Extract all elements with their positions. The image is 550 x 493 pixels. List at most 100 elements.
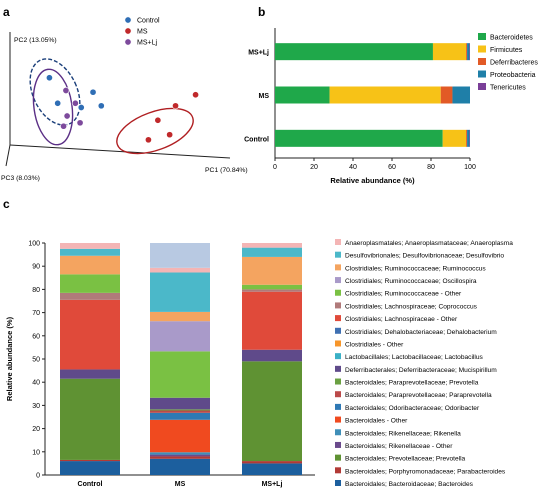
barh-category-label-ms-lj: MS+Lj: [248, 50, 269, 57]
pca-point-ms-lj: [76, 119, 84, 127]
barv-legend-label-anaeroplasmatales-anaeroplasmataceae-anaeroplasma: Anaeroplasmatales; Anaeroplasmataceae; A…: [345, 240, 513, 247]
pca-point-control: [45, 74, 53, 82]
barh-segment-control-deferribacteres: [466, 129, 468, 147]
barv-segment-control-clostridiales-lachnospiraceae-other: [60, 299, 120, 370]
barh-segment-control-proteobacteria: [467, 129, 470, 147]
barh-segment-ms-lj-bacteroidetes: [275, 43, 433, 61]
barv-legend-label-clostridiales-ruminococcaceae-oscillospira: Clostridiales; Ruminococcaceae; Oscillos…: [345, 278, 477, 285]
pca-legend-marker-ms-lj: [124, 38, 132, 46]
barv-legend-label-bacteroidales-paraprevotellaceae-prevotella: Bacteroidales; Paraprevotellaceae; Prevo…: [345, 380, 479, 387]
pca-point-ms: [192, 91, 200, 99]
barv-legend-label-bacteroidales-paraprevotellaceae-paraprevotella: Bacteroidales; Paraprevotellaceae; Parap…: [345, 392, 492, 399]
barv-y-tick-label: 40: [32, 380, 40, 387]
barv-legend-label-bacteroidales-bacteroidaceae-bacteroides: Bacteroidales; Bacteroidaceae; Bacteroid…: [345, 481, 474, 488]
barv-category-label-control: Control: [78, 481, 103, 488]
pc1-axis: [9, 144, 231, 159]
barh-segment-control-tenericutes: [469, 129, 470, 147]
barv-segment-control-clostridiales-ruminococcaceae-other: [60, 274, 120, 293]
pca-point-control: [97, 102, 105, 110]
barh-segment-ms-deferribacteres: [440, 86, 453, 104]
barh-legend-label-proteobacteria: Proteobacteria: [490, 72, 536, 79]
barv-segment-ms-clostridiales-ruminococcaceae-oscillospira: [150, 321, 210, 352]
barh-x-tick-label: 60: [388, 164, 396, 171]
pca-point-ms: [154, 116, 162, 124]
barv-segment-control-clostridiales-lachnospiraceae-coprococcus: [60, 292, 120, 300]
phylum-bar-chart: 0 20 40 60 80 100 Relative abundance (%) MS+Lj M…: [244, 28, 476, 185]
barv-legend-label-clostridiales-lachnospiraceae-other: Clostridiales; Lachnospiraceae - Other: [345, 316, 458, 323]
barv-legend-swatch-bacteroidales-paraprevotellaceae-prevotella: [335, 378, 341, 385]
barv-legend-swatch-bacteroidales-rikenellaceae-rikenella: [335, 429, 341, 436]
pca-legend-marker-control: [124, 16, 132, 24]
barh-x-tick-label: 0: [273, 164, 277, 171]
pca-legend-label-ms-lj: MS+Lj: [137, 40, 157, 47]
barv-segment-ms-bacteroidales-odoribacteraceae-odoribacter: [150, 412, 210, 420]
barv-legend-swatch-clostridiales-lachnospiraceae-other: [335, 315, 341, 322]
barv-legend-swatch-bacteroidales-porphyromonadaceae-parabacteroides: [335, 467, 341, 474]
barh-segment-ms-lj-tenericutes: [469, 43, 470, 61]
pc1-label: PC1 (70.84%): [205, 167, 248, 174]
barv-segment-control-bacteroidales-porphyromonadaceae-parabacteroides: [60, 459, 120, 462]
pca-plot: PC2 (13.05%) PC1 (70.84%) PC3 (8.03%) Co…: [1, 16, 248, 182]
barh-category-label-control: Control: [244, 136, 269, 143]
barh-segment-ms-bacteroidetes: [275, 86, 330, 104]
barv-legend-swatch-clostridiales-lachnospiraceae-coprococcus: [335, 302, 341, 309]
pc2-label: PC2 (13.05%): [14, 37, 57, 44]
barv-segment-ms-clostridiales-ruminococcaceae-other: [150, 351, 210, 398]
barv-y-tick-label: 70: [32, 310, 40, 317]
barv-legend-swatch-desulfovibrionales-desulfovibrionaceae-desulfovibrio: [335, 251, 341, 258]
barv-segment-ms-lj-bacteroidales-bacteroidaceae-bacteroides: [242, 463, 302, 475]
barv-segment-ms-lj-bacteroidales-prevotellaceae-prevotella: [242, 361, 302, 462]
barv-segment-ms-bacteroidales-paraprevotellaceae-paraprevotella: [150, 410, 210, 413]
pca-point-control: [89, 88, 97, 96]
barv-segment-ms-lj-desulfovibrionales-desulfovibrionaceae-desulfovibrio: [242, 247, 302, 257]
barv-y-tick-label: 90: [32, 264, 40, 271]
barv-y-tick-label: 50: [32, 357, 40, 364]
barh-legend-label-tenericutes: Tenericutes: [490, 85, 526, 92]
barv-segment-ms-bacteroidales-other: [150, 419, 210, 453]
barv-legend-swatch-bacteroidales-rikenellaceae-other: [335, 441, 341, 448]
barv-segment-ms-desulfovibrionales-desulfovibrionaceae-desulfovibrio: [150, 272, 210, 312]
barv-segment-ms-bacteroidales-porphyromonadaceae-parabacteroides: [150, 456, 210, 459]
barv-legend-swatch-bacteroidales-odoribacteraceae-odoribacter: [335, 403, 341, 410]
pca-point-control: [54, 99, 62, 107]
barv-legend-label-clostridiales-ruminococcaceae-other: Clostridiales; Ruminococcaceae - Other: [345, 291, 462, 298]
pca-legend: Control MS MS+Lj: [124, 16, 160, 47]
barv-legend-label-bacteroidales-rikenellaceae-rikenella: Bacteroidales; Rikenellaceae; Rikenella: [345, 430, 461, 437]
barv-segment-ms-lj-clostridiales-ruminococcaceae-ruminococcus: [242, 256, 302, 285]
barv-legend-label-clostridiales-ruminococcaceae-ruminococcus: Clostridiales; Ruminococcaceae; Ruminoco…: [345, 265, 486, 272]
ellipse-ms: [116, 107, 194, 155]
barv-segment-ms-deferribacterales-deferribacteraceae-mucispirillum: [150, 397, 210, 410]
barv-legend-swatch-anaeroplasmatales-anaeroplasmataceae-anaeroplasma: [335, 239, 341, 245]
panel-b-letter: b: [258, 5, 265, 19]
barv-segment-control-anaeroplasmatales-anaeroplasmataceae-anaeroplasma: [60, 243, 120, 249]
barh-segment-ms-lj-firmicutes: [432, 43, 467, 61]
barv-segment-ms-bacteroidales-bacteroidaceae-bacteroides: [150, 458, 210, 475]
barh-legend-label-deferribacteres: Deferribacteres: [490, 60, 538, 67]
barv-legend-swatch-clostridiales-dehalobacteriaceae-dehalobacterium: [335, 327, 341, 334]
barh-legend-label-bacteroidetes: Bacteroidetes: [490, 35, 533, 42]
phylum-legend: Bacteroidetes Firmicutes Deferribacteres Pr…: [478, 33, 538, 92]
pca-legend-marker-ms: [124, 27, 132, 35]
barv-legend-label-bacteroidales-odoribacteraceae-odoribacter: Bacteroidales; Odoribacteraceae; Odoriba…: [345, 405, 480, 412]
barh-legend-swatch-tenericutes: [478, 83, 486, 90]
barv-segment-ms-lj-clostridiales-lachnospiraceae-other: [242, 291, 302, 350]
barh-category-label-ms: MS: [259, 93, 270, 100]
barh-segment-ms-firmicutes: [329, 86, 441, 104]
ellipse-control: [29, 58, 81, 126]
barh-legend-swatch-firmicutes: [478, 45, 486, 53]
barv-segment-ms-bacteroidales-rikenellaceae-rikenella: [150, 452, 210, 455]
barv-segment-control-desulfovibrionales-desulfovibrionaceae-desulfovibrio: [60, 248, 120, 256]
barv-legend-swatch-deferribacterales-deferribacteraceae-mucispirillum: [335, 365, 341, 372]
barv-legend-swatch-bacteroidales-prevotellaceae-prevotella: [335, 454, 341, 461]
barv-legend-label-bacteroidales-rikenellaceae-other: Bacteroidales; Rikenellaceae - Other: [345, 443, 453, 450]
barv-y-axis-title: Relative abundance (%): [5, 316, 14, 401]
barh-segment-control-firmicutes: [442, 129, 467, 147]
barv-legend-label-bacteroidales-prevotellaceae-prevotella: Bacteroidales; Prevotellaceae; Prevotell…: [345, 456, 466, 463]
ellipse-ms-lj: [32, 68, 74, 146]
panel-a-letter: a: [3, 5, 10, 19]
barv-y-tick-label: 0: [36, 473, 40, 480]
barh-x-tick-label: 40: [349, 164, 357, 171]
barv-legend-swatch-clostridiales-ruminococcaceae-oscillospira: [335, 277, 341, 284]
barv-y-tick-label: 30: [32, 403, 40, 410]
